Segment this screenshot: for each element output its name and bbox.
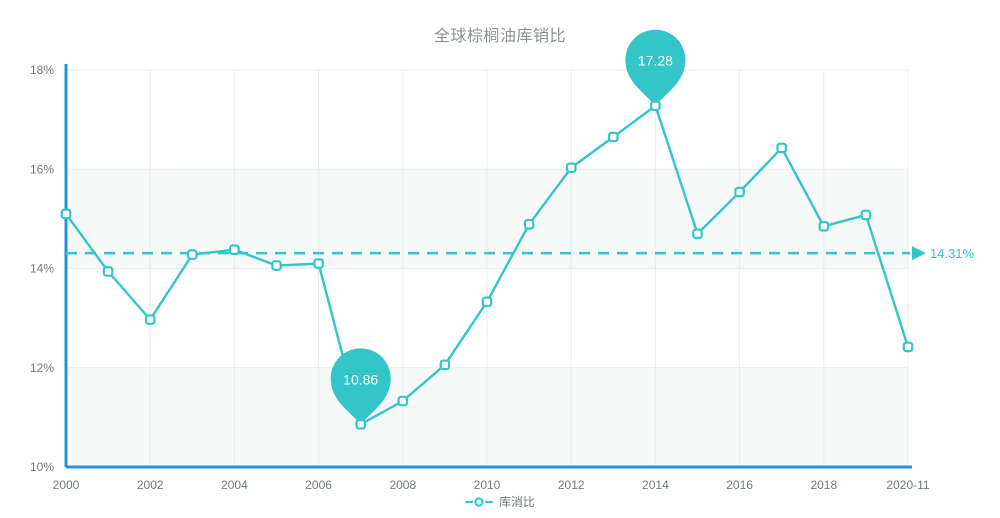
marker-shape [144, 314, 156, 325]
marker-shape [860, 209, 872, 221]
x-axis-tick-label: 2008 [389, 478, 416, 492]
marker-shape [481, 296, 493, 308]
marker-shape [818, 221, 830, 232]
pin-shape [625, 29, 686, 106]
data-point-marker[interactable]: 2015: 14.7 [692, 228, 703, 240]
x-axis-tick-label: 2002 [137, 478, 164, 492]
chart-legend: 库消比 [0, 496, 1000, 508]
data-point-marker[interactable]: 2009: 12.06 [439, 359, 451, 371]
data-point-marker[interactable]: 2012: 16.03 [565, 162, 577, 174]
x-axis-tick-label: 2004 [221, 478, 248, 492]
y-axis-tick-label: 12% [30, 361, 54, 375]
data-point-marker[interactable]: 2000: 15.1 [60, 208, 72, 220]
x-axis-tick-label: 2010 [474, 478, 501, 492]
y-axis-tick-label: 10% [30, 460, 54, 474]
marker-shape [734, 186, 745, 198]
x-axis-tick-label: 2018 [810, 478, 837, 492]
marker-shape [439, 359, 451, 371]
y-axis-tick-label: 18% [30, 63, 54, 77]
x-axis-tick-label: 2000 [53, 478, 80, 492]
data-point-marker[interactable]: 2001: 13.94 [102, 266, 114, 277]
data-point-marker[interactable]: 2005: 14.06 [271, 260, 282, 271]
data-point-marker[interactable]: 2011: 14.89 [523, 219, 535, 230]
data-point-marker[interactable]: 2016: 15.54 [734, 186, 745, 198]
marker-shape [355, 419, 366, 430]
x-axis-tick-label: 2020-11 [886, 478, 929, 492]
marker-shape [271, 260, 282, 271]
marker-shape [902, 341, 914, 353]
data-point-marker[interactable]: 2007: 10.86 [355, 419, 366, 430]
data-point-marker[interactable]: 2020-11: 12.42 [902, 341, 914, 353]
legend-item-label: 库消比 [498, 495, 535, 509]
data-point-marker[interactable]: 2008: 11.33 [397, 395, 409, 407]
data-point-marker[interactable]: 2013: 16.65 [607, 131, 619, 143]
marker-shape [523, 219, 535, 230]
marker-shape [776, 142, 787, 154]
marker-shape [692, 228, 703, 240]
marker-shape [102, 266, 114, 277]
marker-shape [397, 395, 409, 407]
pin-shape [330, 348, 391, 425]
max-pin: 17.28 [625, 29, 686, 106]
data-point-marker[interactable]: 2006: 14.1 [313, 258, 324, 269]
marker-shape [187, 249, 198, 260]
y-axis-tick-label: 16% [30, 162, 54, 176]
page-title: 全球棕榈油库销比 [433, 28, 566, 45]
data-point-marker[interactable]: 2010: 13.33 [481, 296, 493, 308]
legend-marker-icon [464, 497, 493, 507]
data-point-marker[interactable]: 2002: 12.97 [144, 314, 156, 325]
x-axis-tick-label: 2016 [726, 478, 753, 492]
average-line-label: 14.31% [930, 246, 975, 261]
x-axis-tick-label: 2006 [305, 478, 332, 492]
pin-label: 10.86 [343, 371, 378, 387]
marker-shape [607, 131, 619, 143]
data-point-marker[interactable]: 2019: 15.08 [860, 209, 872, 221]
marker-shape [313, 258, 324, 269]
marker-shape [650, 100, 661, 112]
min-pin: 10.86 [330, 348, 391, 425]
marker-shape [565, 162, 577, 174]
data-point-marker[interactable]: 2004: 14.38 [229, 244, 240, 255]
data-point-marker[interactable]: 2017: 16.43 [776, 142, 787, 154]
x-axis-tick-label: 2012 [558, 478, 585, 492]
marker-shape [60, 208, 72, 220]
marker-shape [229, 244, 240, 255]
y-axis-tick-label: 14% [30, 262, 54, 276]
average-line-arrow-icon [912, 246, 926, 261]
pin-label: 17.28 [638, 53, 673, 69]
x-axis-tick-label: 2014 [642, 478, 669, 492]
data-point-marker[interactable]: 2014: 17.28 [650, 100, 661, 112]
data-point-marker[interactable]: 2018: 14.85 [818, 221, 830, 232]
data-point-marker[interactable]: 2003: 14.28 [187, 249, 198, 260]
